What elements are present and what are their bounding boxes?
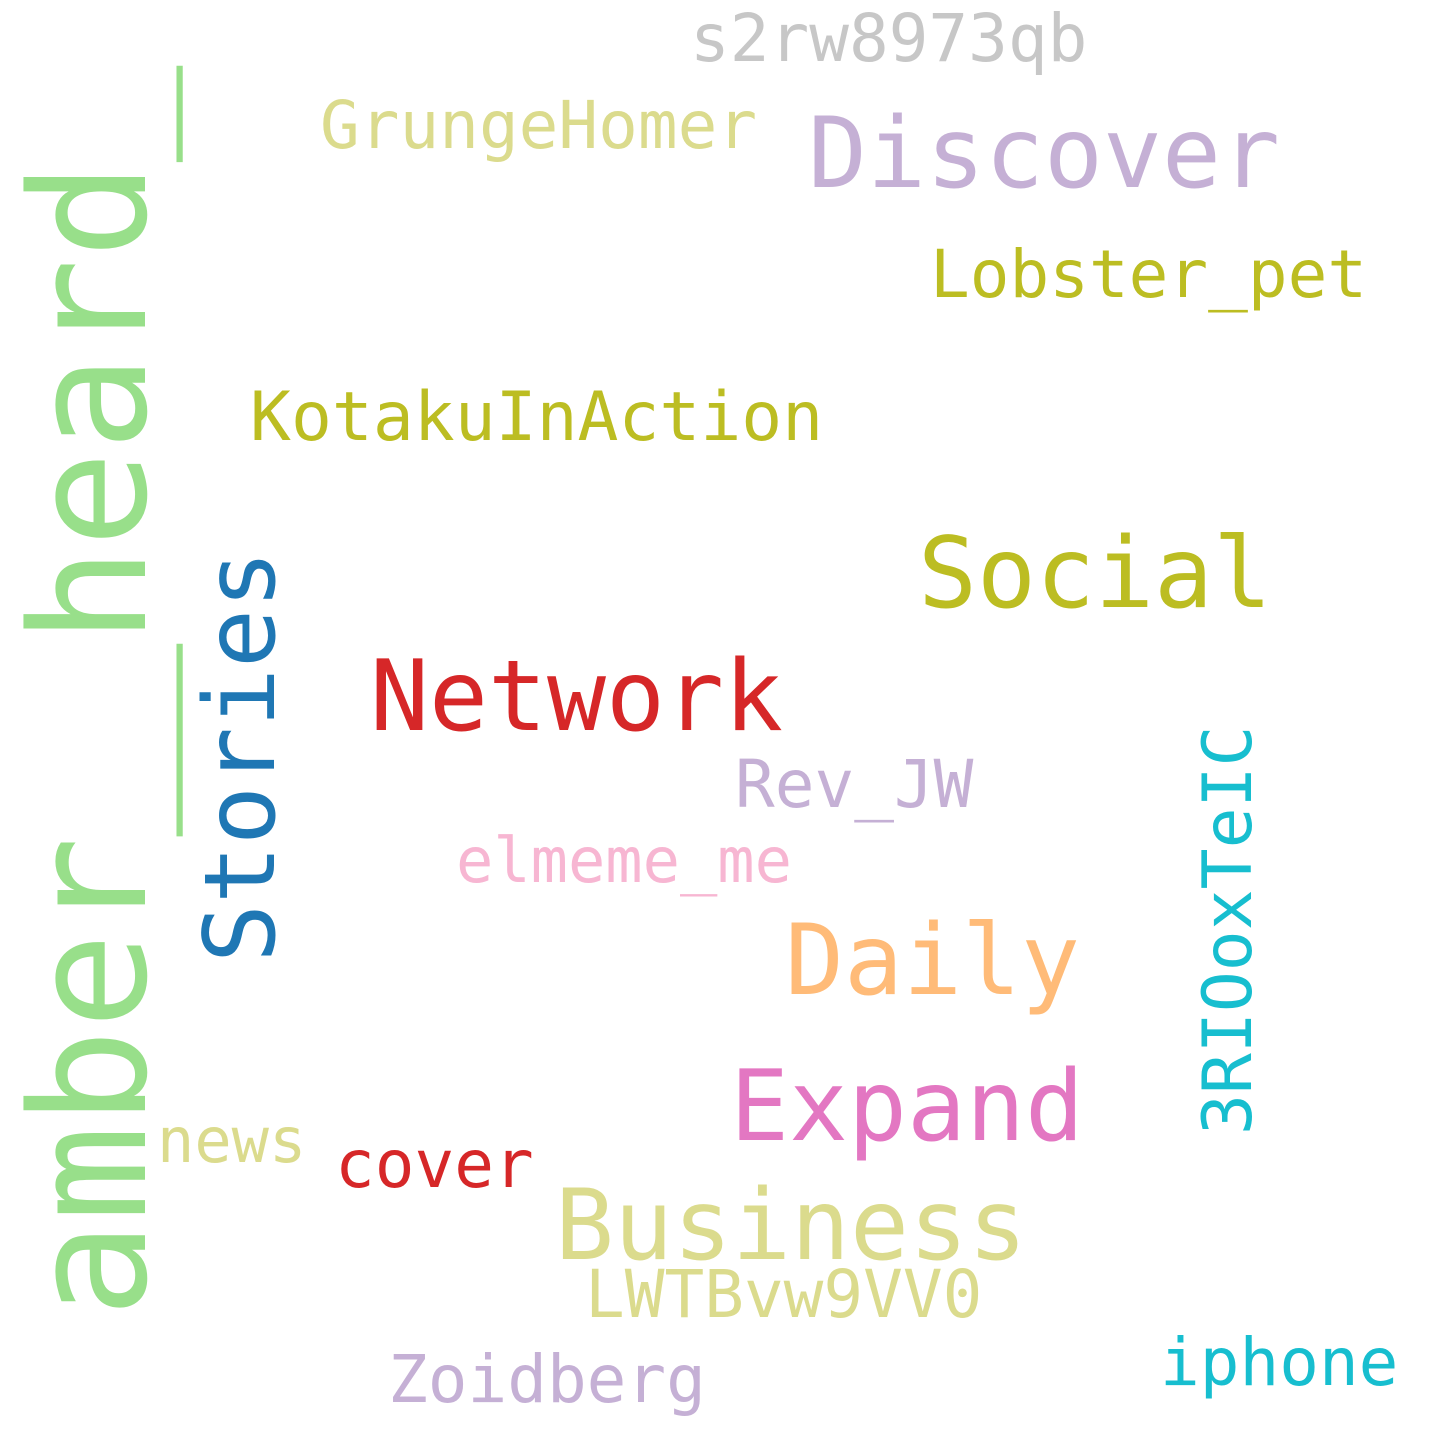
word-discover: Discover xyxy=(808,97,1281,211)
word-grungehomer: GrungeHomer xyxy=(320,87,758,164)
word-expand: Expand xyxy=(730,1050,1085,1164)
word-3rioxteic: 3RIOoxTeIC xyxy=(1189,725,1268,1135)
word-stories: Stories xyxy=(184,549,298,963)
word-cover: cover xyxy=(335,1126,534,1203)
word-network: Network xyxy=(370,640,784,754)
word-business: Business xyxy=(555,1169,1028,1283)
word-elmeme-me: elmeme_me xyxy=(456,824,792,897)
word-iphone: iphone xyxy=(1160,1324,1399,1401)
word-news: news xyxy=(157,1104,307,1177)
word-lobster-pet: Lobster_pet xyxy=(930,236,1368,313)
word-kotakuinaction: KotakuInAction xyxy=(250,378,824,457)
word-lwtbvw9vv0: LWTBvw9VV0 xyxy=(585,1256,983,1333)
word-daily: Daily xyxy=(785,904,1081,1018)
word-amber-heard: amber__heard_ xyxy=(0,65,183,1318)
word-s2rw8973qb: s2rw8973qb xyxy=(690,0,1088,77)
word-zoidberg: Zoidberg xyxy=(388,1341,706,1418)
word-social: Social xyxy=(918,517,1273,631)
word-rev-jw: Rev_JW xyxy=(735,746,974,823)
